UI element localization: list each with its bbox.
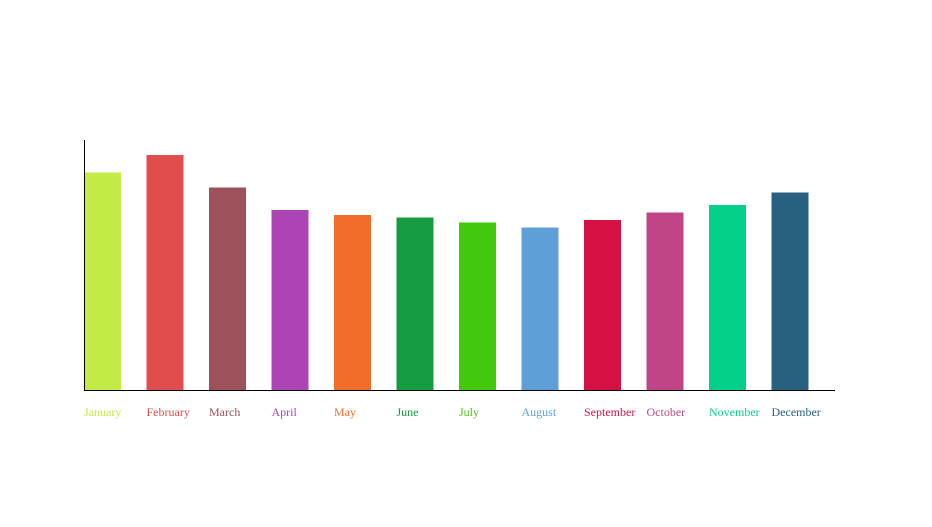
bar-august: [521, 227, 559, 390]
bar-may: [334, 215, 371, 390]
bar-september: [584, 220, 621, 390]
x-tick-label-february: February: [147, 405, 190, 419]
bars-group: [84, 155, 809, 390]
bar-january: [84, 172, 121, 390]
x-tick-label-april: April: [272, 405, 298, 419]
x-tick-label-december: December: [772, 405, 821, 419]
bar-december: [771, 192, 809, 390]
bar-april: [271, 210, 309, 390]
x-tick-label-september: September: [584, 405, 635, 419]
bar-october: [646, 212, 684, 390]
x-tick-label-october: October: [647, 405, 686, 419]
x-tick-label-july: July: [459, 405, 479, 419]
x-tick-label-june: June: [397, 405, 419, 419]
bar-november: [709, 205, 746, 390]
bar-march: [209, 187, 246, 390]
x-tick-label-november: November: [709, 405, 760, 419]
x-tick-label-march: March: [209, 405, 240, 419]
category-labels-group: January February March April May June July Augu…: [84, 405, 821, 419]
bar-february: [146, 155, 184, 390]
bar-july: [459, 222, 496, 390]
x-tick-label-may: May: [334, 405, 356, 419]
x-tick-label-august: August: [522, 405, 557, 419]
bar-june: [396, 217, 434, 390]
x-tick-label-january: January: [84, 405, 121, 419]
